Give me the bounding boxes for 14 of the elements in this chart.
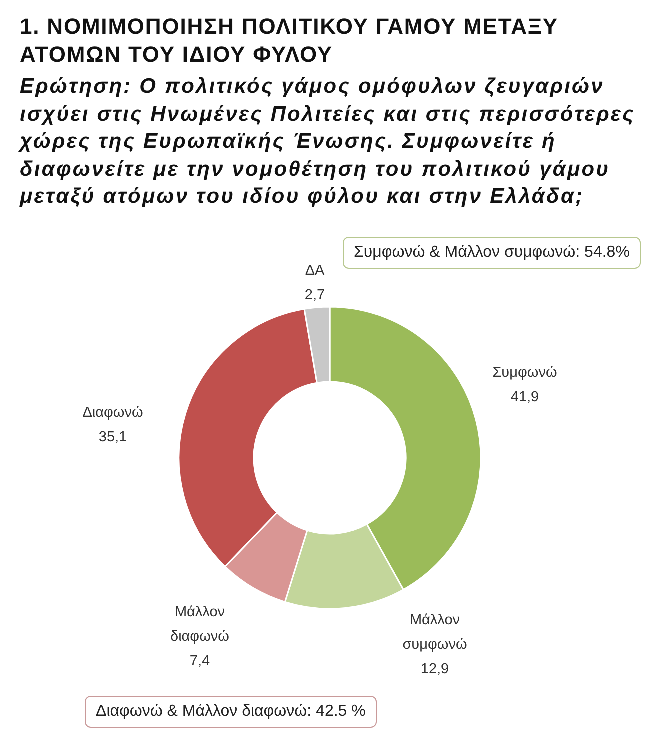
text: Διαφωνώ & Μάλλον διαφωνώ: 42.5 %	[96, 703, 366, 720]
text: Συμφωνώ & Μάλλον συμφωνώ: 54.8%	[354, 244, 630, 261]
data-label: 12,9	[420, 662, 450, 678]
data-label: 35,1	[98, 429, 128, 446]
slice-label: Μάλλον διαφωνώ	[170, 604, 230, 645]
data-label: 41,9	[510, 389, 540, 406]
data-label: 2,7	[304, 287, 326, 304]
chart-title: 1. ΝΟΜΙΜΟΠΟΙΗΣΗ ΠΟΛΙΤΙΚΟΥ ΓΑΜΟΥ ΜΕΤΑΞΥ ΑΤΟΜΩΝ ΤΟΥ ΙΔΙΟΥ ΦΥΛΟΥ	[20, 14, 559, 67]
slice-label: Διαφωνώ	[82, 404, 144, 421]
slice-label: ΔΑ	[305, 262, 326, 279]
data-label: 7,4	[190, 654, 210, 670]
slice-label: Μάλλον συμφωνώ	[402, 612, 468, 653]
chart-subtitle: Ερώτηση: Ο πολιτικός γάμος ομόφυλων ζευγαριών ισχύει στις Ηνωμένες Πολιτείες και στις περισσότερες χώρες της Ευρωπαϊκής Ένωσης. Συμφωνείτε ή διαφωνείτε με την νομοθέτηση του πολιτικού γάμου μεταξύ ατόμων του ιδίου φύλου και στην Ελλάδα;	[20, 75, 636, 208]
slice-label: Συμφωνώ	[492, 364, 558, 381]
